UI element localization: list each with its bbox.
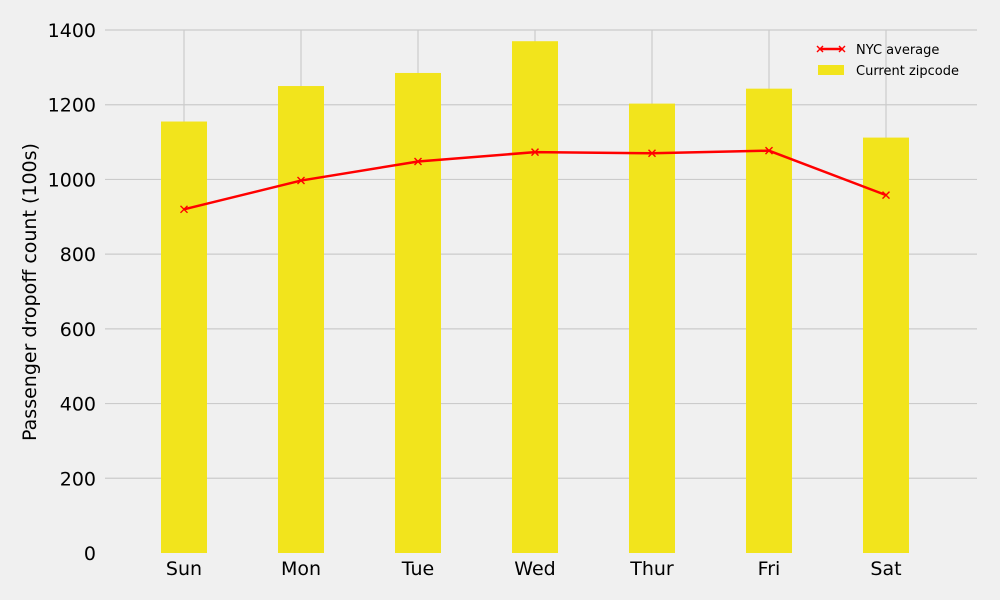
legend: NYC average Current zipcode bbox=[816, 43, 959, 79]
bar bbox=[863, 137, 909, 554]
legend-item-nyc-average: NYC average bbox=[816, 43, 939, 58]
y-axis-ticks: 0 200 400 600 800 1000 1200 1400 bbox=[48, 20, 96, 565]
y-tick-label: 1000 bbox=[48, 169, 96, 191]
legend-label-current-zipcode: Current zipcode bbox=[856, 64, 959, 79]
x-tick-label: Sun bbox=[166, 558, 202, 580]
line-point-marker bbox=[648, 149, 656, 158]
x-tick-label: Mon bbox=[281, 558, 321, 580]
legend-marker-right bbox=[838, 45, 846, 53]
x-axis-ticks: Sun Mon Tue Wed Thur Fri Sat bbox=[166, 558, 902, 580]
bar bbox=[629, 103, 675, 554]
x-tick-label: Sat bbox=[870, 558, 901, 580]
line-point-marker bbox=[531, 148, 539, 157]
line-point-marker bbox=[765, 146, 773, 155]
bar bbox=[161, 121, 207, 554]
legend-item-current-zipcode: Current zipcode bbox=[818, 64, 959, 79]
x-tick-label: Tue bbox=[401, 558, 434, 580]
line-series bbox=[180, 146, 890, 214]
line-point-marker bbox=[180, 205, 188, 214]
x-tick-label: Wed bbox=[514, 558, 555, 580]
y-tick-label: 400 bbox=[60, 394, 96, 416]
bar-series bbox=[161, 41, 909, 554]
line-point-marker bbox=[882, 191, 890, 200]
y-tick-label: 1200 bbox=[48, 95, 96, 117]
bar bbox=[512, 41, 558, 553]
y-tick-label: 800 bbox=[60, 244, 96, 266]
legend-label-nyc-average: NYC average bbox=[856, 43, 939, 58]
line-point-marker bbox=[297, 176, 305, 185]
legend-bar-swatch bbox=[818, 65, 844, 75]
y-tick-label: 200 bbox=[60, 468, 96, 490]
bar bbox=[278, 86, 324, 554]
y-tick-label: 0 bbox=[84, 543, 96, 565]
y-axis-title: Passenger dropoff count (100s) bbox=[19, 143, 41, 441]
x-tick-label: Thur bbox=[629, 558, 674, 580]
y-tick-label: 1400 bbox=[48, 20, 96, 42]
line-point-marker bbox=[414, 157, 422, 166]
bar bbox=[746, 88, 792, 554]
x-tick-label: Fri bbox=[758, 558, 781, 580]
y-tick-label: 600 bbox=[60, 319, 96, 341]
legend-marker-left bbox=[816, 45, 824, 53]
bar bbox=[395, 72, 441, 553]
